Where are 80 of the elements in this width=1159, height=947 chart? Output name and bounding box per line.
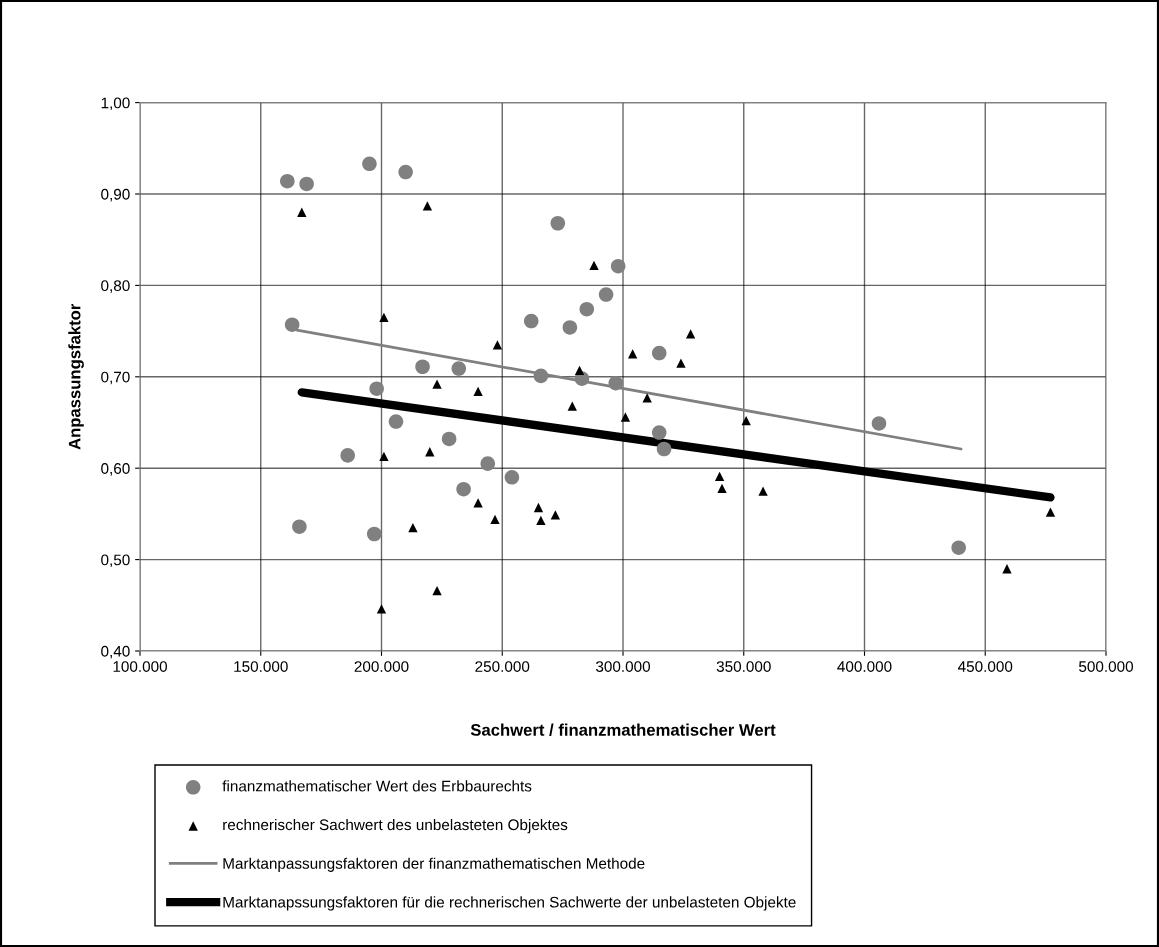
x-axis-title: Sachwert / finanzmathematischer Wert xyxy=(470,723,776,736)
legend-label: Marktanapssungsfaktoren für die rechnerischen Sachwerte der unbelasteten Objekte xyxy=(223,896,796,911)
point xyxy=(758,486,768,496)
point xyxy=(432,379,442,389)
point xyxy=(451,361,467,376)
point xyxy=(608,375,624,391)
point xyxy=(473,386,483,397)
x-tick-label: 350.000 xyxy=(716,661,771,672)
x-tick-label: 450.000 xyxy=(957,661,1013,672)
legend-label: finanzmathematischer Wert des Erbbaurechts xyxy=(222,780,532,792)
point xyxy=(610,258,626,274)
point xyxy=(366,526,382,542)
legend-label: rechnerischer Sachwert des unbelasteten Objektes xyxy=(223,818,568,834)
point xyxy=(480,456,496,471)
point xyxy=(456,481,471,497)
point xyxy=(741,416,751,426)
point xyxy=(714,471,725,482)
y-tick-label: 0,60 xyxy=(101,463,130,476)
point xyxy=(642,393,652,403)
point xyxy=(379,312,389,323)
y-tick-label: 0,80 xyxy=(101,280,130,293)
x-tick-label: 300.000 xyxy=(595,661,651,672)
point xyxy=(579,301,595,317)
x-tick-label: 150.000 xyxy=(234,661,288,672)
y-tick-label: 0,90 xyxy=(101,188,130,202)
point xyxy=(651,425,667,440)
point xyxy=(550,215,566,231)
point xyxy=(280,173,295,189)
legend-label: Marktanpassungsfaktoren der finanzmathematischen Methode xyxy=(223,857,645,872)
point xyxy=(598,287,614,302)
point xyxy=(432,586,442,596)
point xyxy=(533,368,549,384)
point xyxy=(369,381,384,396)
point xyxy=(473,498,483,508)
y-tick-label: 1,00 xyxy=(101,97,130,111)
y-tick-label: 0,40 xyxy=(101,645,130,659)
x-tick-label: 100.000 xyxy=(113,661,168,672)
y-tick-label: 0,70 xyxy=(101,371,130,385)
point xyxy=(376,604,387,614)
point xyxy=(292,519,307,534)
point xyxy=(567,401,577,411)
point xyxy=(388,414,404,429)
point xyxy=(504,470,520,485)
x-tick-label: 200.000 xyxy=(354,661,409,672)
x-tick-label: 250.000 xyxy=(475,661,530,672)
x-tick-label: 500.000 xyxy=(1079,661,1134,672)
point xyxy=(1045,507,1056,517)
point xyxy=(398,164,413,180)
point xyxy=(574,365,585,376)
y-axis-title: Anpassungsfaktor xyxy=(68,303,84,450)
point xyxy=(536,515,546,525)
point xyxy=(651,345,667,361)
point xyxy=(871,416,887,431)
point xyxy=(297,207,307,217)
point xyxy=(284,317,300,332)
point xyxy=(523,313,539,329)
point xyxy=(717,483,727,493)
point xyxy=(1002,564,1012,574)
point xyxy=(362,156,377,172)
point xyxy=(340,448,355,463)
point xyxy=(533,502,544,513)
point xyxy=(951,540,966,555)
point xyxy=(415,359,430,375)
point xyxy=(685,329,696,339)
point xyxy=(656,441,672,457)
point xyxy=(492,340,503,350)
point xyxy=(490,514,500,525)
point xyxy=(379,451,389,461)
point xyxy=(441,431,457,447)
point xyxy=(299,176,314,192)
point xyxy=(589,260,599,270)
point xyxy=(550,510,561,520)
y-tick-label: 0,50 xyxy=(101,554,130,568)
point xyxy=(422,201,433,211)
point xyxy=(620,412,631,422)
point xyxy=(408,522,418,533)
x-tick-label: 400.000 xyxy=(837,661,892,672)
point xyxy=(562,320,578,335)
point xyxy=(676,358,686,368)
point xyxy=(628,349,638,359)
